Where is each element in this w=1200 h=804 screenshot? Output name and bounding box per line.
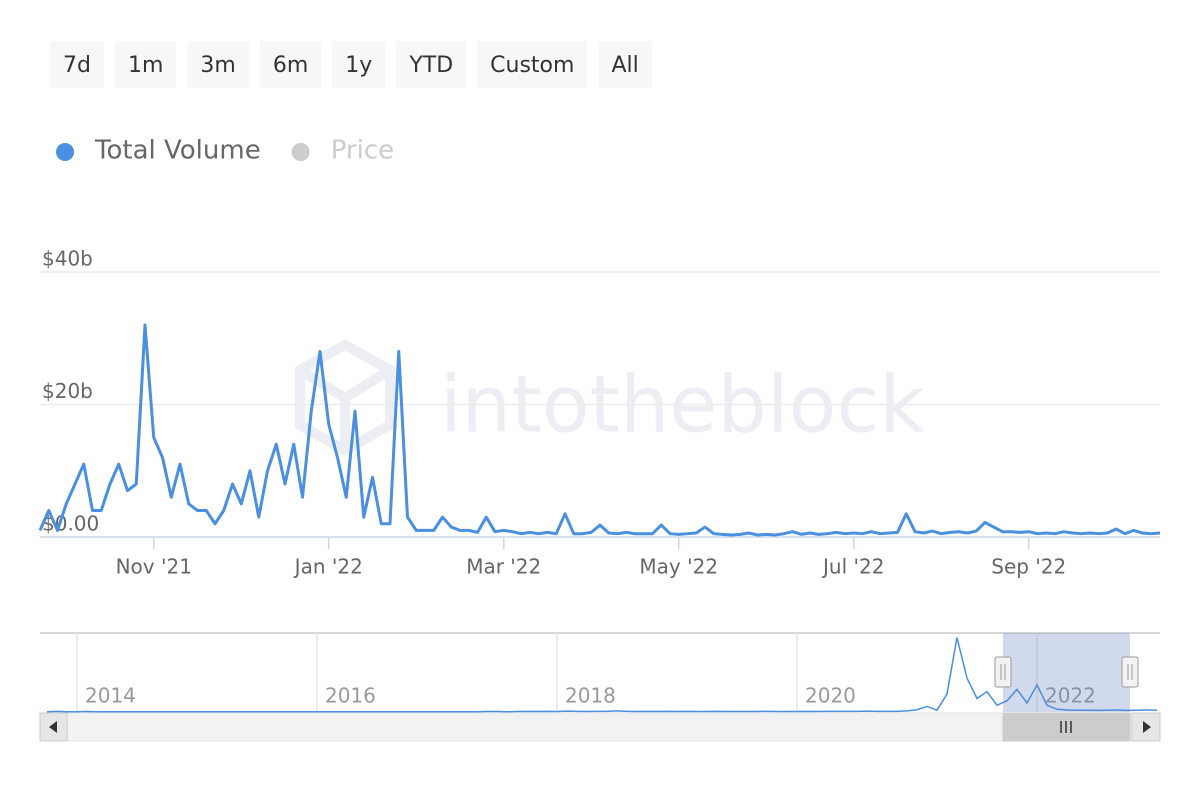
navigator-handle[interactable] bbox=[1121, 656, 1139, 688]
legend-marker[interactable] bbox=[56, 143, 74, 161]
x-tick-label: Nov '21 bbox=[116, 555, 192, 579]
navigator-tick-label: 2020 bbox=[805, 684, 856, 708]
range-button[interactable]: 6m bbox=[259, 41, 322, 88]
range-button-bg[interactable] bbox=[396, 41, 467, 88]
legend-label[interactable]: Price bbox=[331, 136, 394, 166]
range-button[interactable]: 7d bbox=[50, 41, 104, 88]
navigator-tick-label: 2022 bbox=[1045, 684, 1096, 708]
range-button[interactable]: 1y bbox=[332, 41, 386, 88]
range-button-bg[interactable] bbox=[259, 41, 322, 88]
scrollbar-left-arrow bbox=[49, 721, 57, 733]
x-tick-label: Sep '22 bbox=[991, 555, 1066, 579]
range-button[interactable]: Custom bbox=[477, 41, 588, 88]
range-selector: 7d 1m 3m 6m 1y YTD Custom All bbox=[50, 41, 652, 88]
navigator-handle[interactable] bbox=[994, 656, 1012, 688]
range-button-bg[interactable] bbox=[114, 41, 177, 88]
range-button-label[interactable]: 7d bbox=[63, 53, 91, 78]
navigator-line bbox=[46, 637, 1158, 713]
range-button-label[interactable]: All bbox=[611, 53, 638, 78]
range-button-bg[interactable] bbox=[50, 41, 104, 88]
range-button-bg[interactable] bbox=[477, 41, 588, 88]
legend-label[interactable]: Total Volume bbox=[94, 136, 261, 166]
y-tick-label: $20b bbox=[42, 379, 93, 403]
x-tick-label: Jan '22 bbox=[293, 555, 363, 579]
navigator-tick-label: 2016 bbox=[325, 684, 376, 708]
navigator-tick-label: 2018 bbox=[565, 684, 616, 708]
legend-marker[interactable] bbox=[291, 143, 310, 161]
x-tick-label: Jul '22 bbox=[821, 555, 884, 579]
scrollbar-track bbox=[39, 712, 1161, 742]
range-button-label[interactable]: 1y bbox=[345, 53, 372, 78]
range-button-bg[interactable] bbox=[187, 41, 249, 88]
range-button-bg[interactable] bbox=[598, 41, 652, 88]
range-button[interactable]: YTD bbox=[396, 41, 467, 88]
range-button-label[interactable]: Custom bbox=[490, 53, 574, 78]
navigator-selection[interactable] bbox=[1003, 633, 1130, 712]
x-tick-label: May '22 bbox=[639, 555, 718, 579]
range-button[interactable]: 3m bbox=[187, 41, 249, 88]
watermark: intotheblock bbox=[440, 360, 924, 450]
range-button-label[interactable]: YTD bbox=[408, 53, 453, 78]
navigator: 2014 2016 2018 2020 2022 bbox=[39, 632, 1161, 742]
range-button-label[interactable]: 6m bbox=[273, 53, 308, 78]
range-button[interactable]: All bbox=[598, 41, 652, 88]
navigator-tick-label: 2014 bbox=[85, 684, 136, 708]
legend-item[interactable]: Total Volume bbox=[56, 136, 261, 166]
legend-item[interactable]: Price bbox=[291, 136, 394, 166]
range-button[interactable]: 1m bbox=[114, 41, 177, 88]
scrollbar-right-arrow bbox=[1143, 721, 1151, 733]
x-tick-label: Mar '22 bbox=[466, 555, 541, 579]
y-tick-label: $40b bbox=[42, 247, 93, 271]
series-line bbox=[38, 323, 1161, 537]
range-button-label[interactable]: 1m bbox=[128, 53, 163, 78]
range-button-bg[interactable] bbox=[332, 41, 386, 88]
range-button-label[interactable]: 3m bbox=[200, 53, 235, 78]
